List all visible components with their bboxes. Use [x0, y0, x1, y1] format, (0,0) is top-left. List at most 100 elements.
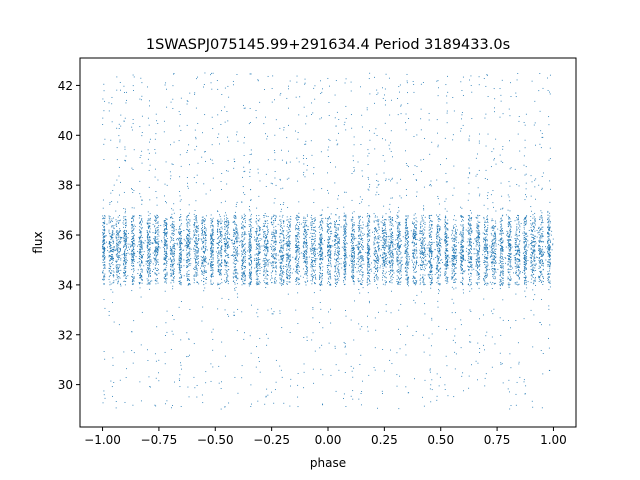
data-point — [141, 227, 143, 229]
data-point — [115, 271, 117, 273]
data-point — [265, 265, 266, 267]
data-point — [170, 101, 172, 103]
data-point — [141, 247, 143, 249]
data-point — [186, 260, 188, 262]
data-point — [250, 242, 252, 244]
data-point — [315, 231, 317, 232]
data-point — [283, 220, 285, 222]
data-point — [225, 226, 227, 228]
data-point — [133, 246, 135, 247]
data-point — [267, 246, 269, 248]
data-point — [251, 261, 252, 263]
data-point — [210, 275, 212, 277]
data-point — [338, 275, 340, 277]
data-point — [283, 129, 285, 131]
data-point — [327, 246, 328, 248]
data-point — [314, 276, 316, 278]
data-point — [104, 242, 106, 244]
data-point — [132, 238, 133, 240]
data-point — [166, 310, 168, 312]
data-point — [319, 275, 321, 277]
data-point — [250, 153, 252, 155]
data-point — [285, 235, 287, 237]
data-point — [235, 206, 237, 208]
data-point — [306, 336, 308, 338]
data-point — [328, 259, 330, 261]
data-point — [296, 263, 298, 265]
data-point — [166, 246, 168, 248]
data-point — [313, 239, 315, 240]
data-point — [272, 236, 274, 238]
data-point — [220, 239, 222, 241]
data-point — [155, 257, 157, 259]
data-point — [344, 271, 346, 273]
data-point — [102, 264, 104, 266]
data-point — [221, 278, 222, 280]
data-point — [148, 275, 150, 277]
data-point — [281, 256, 282, 258]
data-point — [306, 165, 308, 166]
data-point — [148, 100, 150, 102]
data-point — [203, 219, 204, 221]
data-point — [334, 282, 336, 284]
data-point — [173, 212, 175, 214]
data-point — [263, 240, 265, 242]
data-point — [271, 313, 273, 315]
data-point — [155, 360, 157, 362]
data-point — [297, 138, 299, 140]
data-point — [259, 227, 261, 228]
data-point — [187, 182, 188, 184]
data-point — [123, 269, 125, 271]
data-point — [165, 161, 167, 163]
data-point — [181, 230, 182, 232]
data-point — [296, 270, 297, 272]
data-point — [249, 240, 251, 242]
data-point — [187, 238, 189, 239]
data-point — [244, 220, 246, 222]
data-point — [124, 259, 126, 261]
data-point — [156, 214, 158, 216]
data-point — [188, 242, 190, 243]
data-point — [125, 243, 127, 245]
data-point — [338, 271, 340, 273]
data-point — [103, 159, 105, 161]
data-point — [180, 224, 182, 226]
data-point — [327, 268, 329, 270]
data-point — [288, 249, 290, 251]
data-point — [280, 277, 282, 279]
data-point — [286, 258, 288, 260]
data-point — [288, 265, 290, 266]
data-point — [188, 144, 190, 146]
data-point — [235, 257, 237, 259]
data-point — [224, 269, 226, 271]
data-point — [327, 272, 329, 274]
data-point — [298, 221, 300, 223]
data-point — [212, 225, 214, 227]
data-point — [123, 208, 125, 209]
data-point — [281, 216, 283, 218]
data-point — [113, 227, 115, 229]
data-point — [257, 275, 259, 277]
data-point — [102, 224, 104, 226]
data-point — [338, 237, 340, 239]
data-point — [249, 154, 251, 155]
data-point — [171, 163, 173, 165]
data-point — [123, 240, 125, 242]
data-point — [163, 256, 165, 258]
data-point — [275, 232, 277, 234]
data-point — [139, 263, 141, 265]
data-point — [225, 244, 227, 245]
data-point — [154, 279, 156, 281]
data-point — [288, 271, 290, 273]
data-point — [226, 247, 228, 249]
data-point — [156, 239, 158, 240]
data-point — [298, 262, 300, 264]
data-point — [179, 254, 181, 256]
data-point — [330, 250, 332, 252]
data-point — [171, 227, 173, 229]
data-point — [289, 332, 291, 333]
data-point — [133, 320, 135, 322]
data-point — [337, 269, 339, 271]
data-point — [116, 221, 118, 223]
data-point — [187, 265, 189, 267]
